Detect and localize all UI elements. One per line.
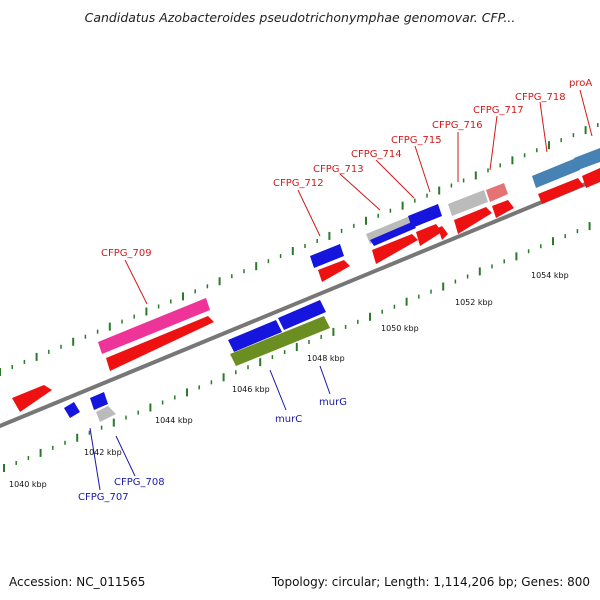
gene-label: CFPG_707 [78,492,129,503]
gene-murg[interactable] [230,316,330,366]
gene-feature[interactable] [438,226,448,240]
gene-cfpg-714[interactable] [370,222,416,246]
lower-leaders [89,365,331,491]
gene-label: murC [275,414,302,425]
lower-labels: murC murG CFPG_708 CFPG_707 [78,397,347,503]
scale-label: 1040 kbp [9,480,47,489]
gene-proa[interactable] [574,148,600,170]
gene-feature[interactable] [12,385,52,412]
gene-label: proA [569,78,592,89]
gene-feature[interactable] [228,320,282,352]
scale-label: 1042 kbp [84,448,122,457]
gene-cfpg-707[interactable] [96,406,116,422]
scale-label: 1054 kbp [531,271,569,280]
upper-genes[interactable] [12,148,600,412]
gene-feature[interactable] [106,316,214,371]
gene-cfpg-708[interactable] [90,392,108,410]
upper-leaders [124,89,593,305]
gene-cfpg-709[interactable] [98,298,210,354]
gene-label: murG [319,397,347,408]
gene-feature[interactable] [582,168,600,188]
gene-label: CFPG_712 [273,178,324,189]
upper-tick-track [0,123,599,376]
gene-label: CFPG_713 [313,164,364,175]
scale-label: 1050 kbp [381,324,419,333]
gene-feature[interactable] [64,402,80,418]
gene-label: CFPG_715 [391,135,442,146]
accession-text: Accession: NC_011565 [9,575,146,589]
gene-cfpg-717[interactable] [486,183,508,202]
gene-cfpg-712[interactable] [310,244,344,268]
genome-backbone [0,175,600,429]
scale-label: 1046 kbp [232,385,270,394]
gene-label: CFPG_718 [515,92,566,103]
gene-feature[interactable] [454,207,492,234]
gene-label: CFPG_709 [101,248,152,259]
scale-label: 1048 kbp [307,354,345,363]
gene-label: CFPG_716 [432,120,483,131]
lower-tick-track [3,222,591,472]
lower-genes[interactable] [64,300,330,422]
gene-cfpg-716[interactable] [448,190,488,216]
genome-summary-text: Topology: circular; Length: 1,114,206 bp… [271,575,590,589]
gene-feature[interactable] [538,178,584,204]
scale-label: 1052 kbp [455,298,493,307]
upper-labels: CFPG_709 CFPG_712 CFPG_713 CFPG_714 CFPG… [101,78,592,259]
gene-label: CFPG_714 [351,149,402,160]
gene-murc[interactable] [278,300,326,330]
gene-cfpg-718[interactable] [532,158,580,188]
gene-feature[interactable] [372,234,418,264]
gene-label: CFPG_708 [114,477,165,488]
gene-cfpg-715[interactable] [408,204,442,228]
scale-label: 1044 kbp [155,416,193,425]
gene-label: CFPG_717 [473,105,524,116]
scale-labels: 1040 kbp 1042 kbp 1044 kbp 1046 kbp 1048… [9,271,569,489]
gene-feature[interactable] [492,200,514,218]
map-title: Candidatus Azobacteroides pseudotrichony… [84,10,516,25]
gene-feature[interactable] [318,260,350,282]
gene-feature[interactable] [416,224,442,246]
